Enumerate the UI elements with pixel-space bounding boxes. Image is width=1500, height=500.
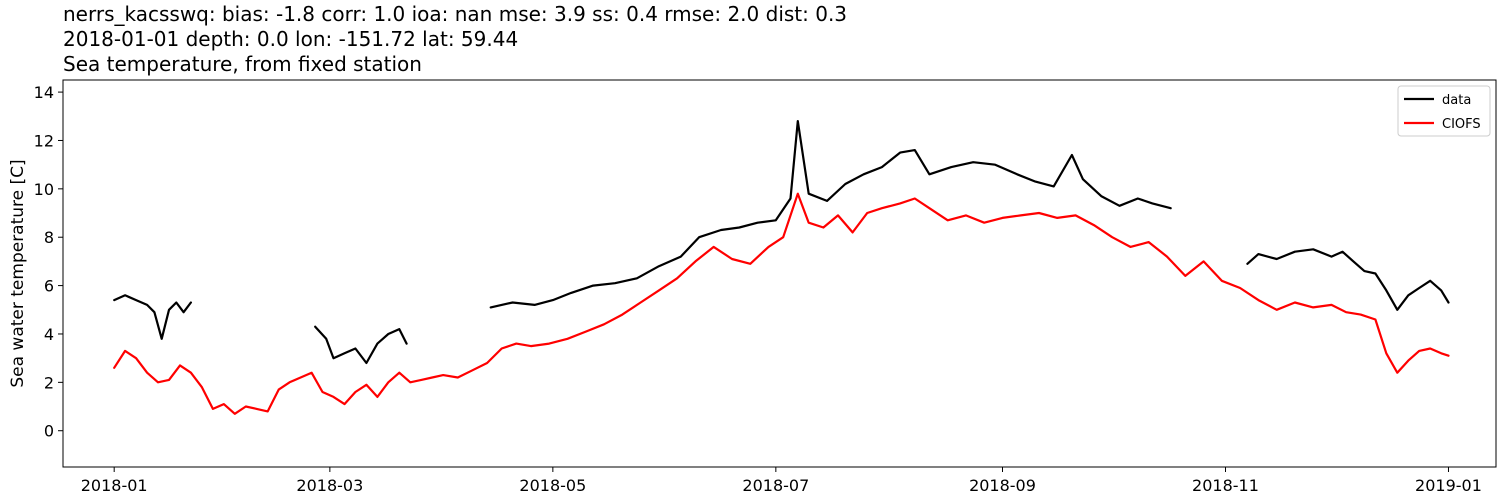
- legend-label-ciofs: CIOFS: [1442, 117, 1481, 132]
- plot-series: [113, 119, 1450, 415]
- y-tick-label: 4: [44, 325, 54, 344]
- y-tick-label: 14: [34, 83, 54, 102]
- legend: data CIOFS: [1397, 85, 1491, 137]
- series-data-line-1: [113, 294, 192, 340]
- x-tick-label: 2018-09: [969, 476, 1036, 495]
- title-line-description: Sea temperature, from fixed station: [63, 52, 422, 76]
- y-tick-label: 12: [34, 131, 54, 150]
- x-axis: 2018-01 2018-03 2018-05 2018-07 2018-09 2018-…: [81, 467, 1482, 495]
- x-tick-label: 2018-03: [296, 476, 363, 495]
- x-tick-label: 2018-11: [1192, 476, 1259, 495]
- chart-title: nerrs_kacsswq: bias: -1.8 corr: 1.0 ioa:…: [63, 2, 847, 77]
- series-data-line-2: [314, 325, 408, 365]
- title-line-stats: nerrs_kacsswq: bias: -1.8 corr: 1.0 ioa:…: [63, 2, 848, 26]
- x-tick-label: 2018-05: [519, 476, 586, 495]
- x-tick-label: 2018-07: [742, 476, 809, 495]
- series-ciofs-line-1: [113, 192, 1450, 415]
- y-tick-label: 0: [44, 422, 54, 441]
- legend-label-data: data: [1442, 93, 1471, 108]
- y-tick-label: 6: [44, 277, 54, 296]
- y-axis-label: Sea water temperature [C]: [8, 159, 28, 387]
- y-tick-label: 10: [34, 180, 54, 199]
- series-data-line-3: [489, 119, 1172, 309]
- y-tick-label: 8: [44, 228, 54, 247]
- x-tick-label: 2019-01: [1415, 476, 1482, 495]
- title-line-location: 2018-01-01 depth: 0.0 lon: -151.72 lat: …: [63, 27, 519, 51]
- series-data-line-4: [1246, 248, 1450, 311]
- x-tick-label: 2018-01: [81, 476, 148, 495]
- y-tick-label: 2: [44, 373, 54, 392]
- y-axis: 0 2 4 6 8 10 12 14: [34, 83, 63, 441]
- plot-frame: [62, 79, 1497, 468]
